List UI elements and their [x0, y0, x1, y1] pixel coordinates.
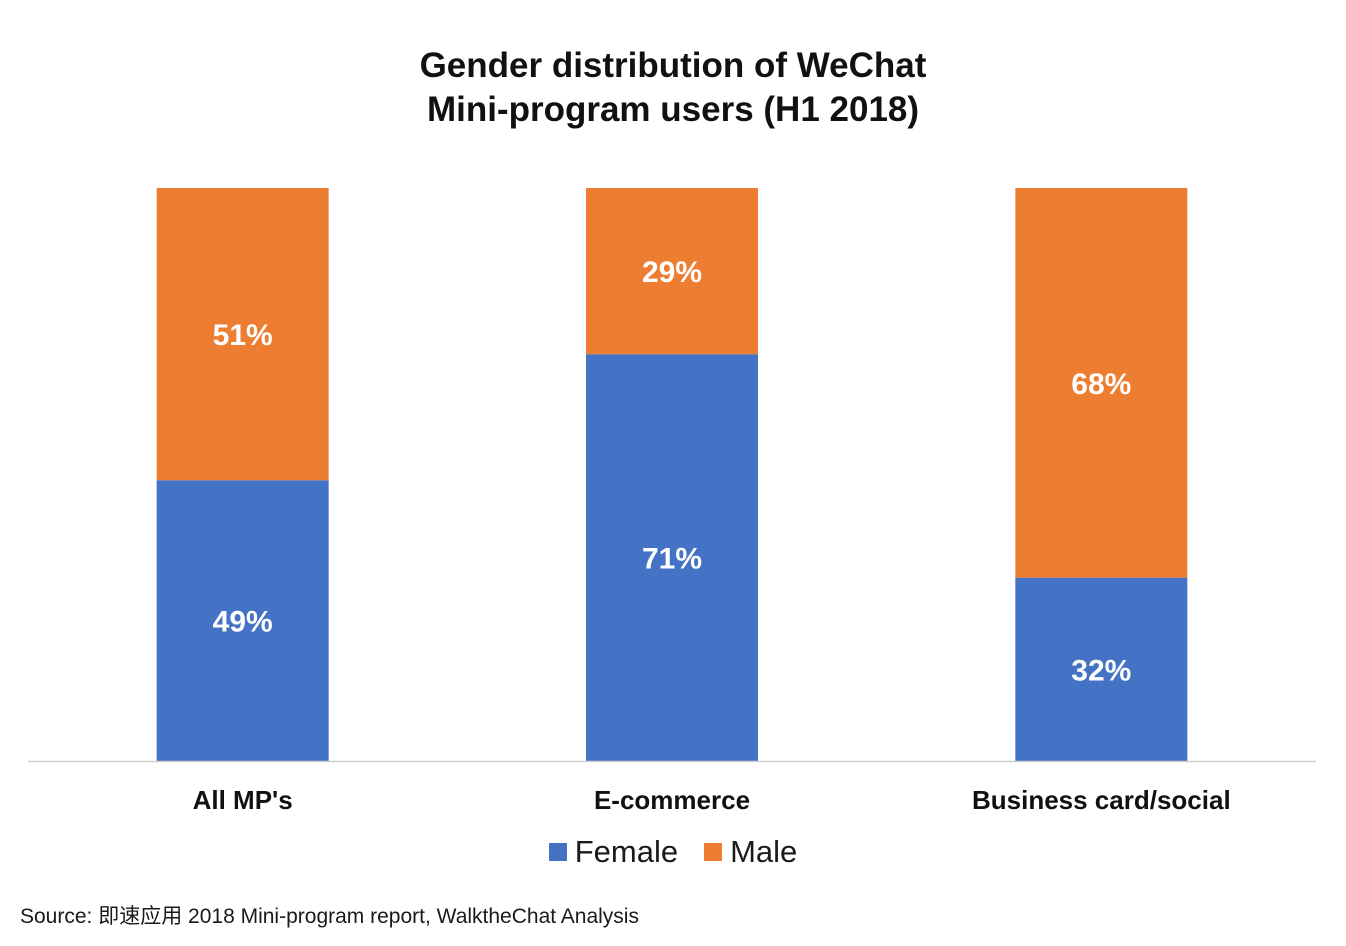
bar-female-1 — [586, 354, 758, 761]
source-note: Source: 即速应用 2018 Mini-program report, W… — [20, 905, 639, 928]
bar-male-2 — [1015, 188, 1188, 578]
bar-female-0 — [156, 480, 329, 761]
data-label-male-1: 29% — [642, 256, 702, 289]
legend-label-female: Female — [574, 834, 679, 869]
legend-swatch-male — [704, 843, 723, 861]
legend-item-female: Female — [548, 834, 679, 870]
bar-male-1 — [586, 188, 758, 355]
chart-title: Gender distribution of WeChat Mini-progr… — [0, 44, 1346, 132]
legend-item-male: Male — [704, 834, 797, 870]
data-label-female-0: 49% — [213, 606, 273, 639]
bar-female-2 — [1015, 577, 1188, 761]
legend: Female Male — [0, 834, 1346, 870]
data-label-female-1: 71% — [642, 543, 702, 576]
legend-swatch-female — [548, 843, 567, 861]
data-label-male-0: 51% — [213, 319, 273, 352]
chart-title-line-1: Gender distribution of WeChat — [419, 46, 927, 85]
category-label-2: Business card/social — [972, 785, 1231, 815]
category-label-1: E-commerce — [594, 785, 750, 815]
data-label-female-2: 32% — [1071, 654, 1131, 687]
chart-title-line-2: Mini-program users (H1 2018) — [426, 90, 920, 129]
data-label-male-2: 68% — [1071, 368, 1131, 401]
legend-label-male: Male — [730, 834, 798, 869]
category-label-0: All MP's — [193, 785, 293, 815]
bar-male-0 — [156, 188, 329, 481]
